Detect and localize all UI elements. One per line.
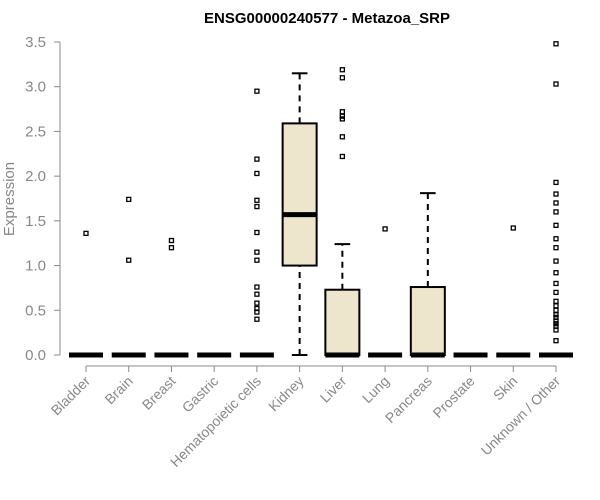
outlier-point bbox=[254, 309, 260, 315]
outlier-point bbox=[553, 209, 559, 215]
chart-title: ENSG00000240577 - Metazoa_SRP bbox=[204, 10, 450, 27]
y-axis-label: Expression bbox=[1, 162, 18, 236]
outlier-point bbox=[553, 258, 559, 264]
y-tick-label: 3.0 bbox=[25, 79, 46, 96]
box-hematopoietic-cells bbox=[239, 88, 274, 358]
outlier-point bbox=[339, 134, 346, 140]
box-liver bbox=[324, 67, 361, 358]
outlier-point bbox=[339, 109, 346, 115]
outlier-point bbox=[553, 41, 559, 47]
plot-area bbox=[69, 41, 573, 358]
box-unknown-other bbox=[539, 41, 573, 358]
outlier-point bbox=[339, 67, 346, 73]
outlier-point bbox=[254, 284, 260, 290]
y-axis: 0.0 0.5 1.0 1.5 2.0 2.5 3.0 3.5 bbox=[25, 34, 61, 364]
x-tick-label: Lung bbox=[359, 373, 392, 406]
outlier-point bbox=[254, 203, 260, 210]
outlier-point bbox=[254, 170, 260, 177]
outlier-point bbox=[553, 200, 559, 206]
y-tick-label: 1.5 bbox=[25, 213, 46, 230]
box-bladder bbox=[69, 230, 103, 358]
box-body bbox=[409, 286, 446, 356]
outlier-point bbox=[553, 321, 559, 327]
outlier-point bbox=[254, 197, 260, 203]
outlier-point bbox=[339, 75, 346, 81]
box-lung bbox=[368, 226, 403, 358]
x-tick-label: Breast bbox=[139, 373, 179, 413]
x-tick-label: Gastric bbox=[179, 373, 222, 416]
outlier-point bbox=[553, 222, 559, 228]
y-tick-label: 1.0 bbox=[25, 258, 46, 275]
y-tick-label: 0.5 bbox=[25, 302, 46, 319]
box-skin bbox=[496, 225, 531, 358]
box-body bbox=[324, 288, 361, 356]
outlier-point bbox=[553, 312, 559, 318]
outlier-point bbox=[553, 289, 559, 296]
outlier-point bbox=[168, 237, 175, 244]
y-tick-label: 2.0 bbox=[25, 168, 46, 185]
outlier-point bbox=[83, 230, 89, 237]
outlier-point bbox=[254, 257, 260, 263]
x-tick-label: Bladder bbox=[48, 373, 94, 419]
outlier-point bbox=[553, 191, 559, 197]
outlier-point bbox=[168, 245, 175, 251]
y-tick-label: 2.5 bbox=[25, 123, 46, 140]
outlier-point bbox=[254, 300, 260, 306]
x-tick-label: Liver bbox=[317, 373, 350, 406]
outlier-point bbox=[553, 307, 559, 313]
outlier-point bbox=[254, 249, 260, 255]
outlier-point bbox=[553, 318, 559, 324]
outlier-point bbox=[254, 88, 260, 94]
outlier-point bbox=[254, 291, 260, 297]
outlier-point bbox=[126, 257, 132, 263]
outlier-point bbox=[339, 153, 346, 160]
box-brain bbox=[111, 196, 146, 358]
outlier-point bbox=[553, 179, 559, 186]
outlier-point bbox=[553, 270, 559, 276]
outlier-point bbox=[553, 280, 559, 287]
y-tick-label: 0.0 bbox=[25, 347, 46, 364]
outlier-point bbox=[553, 303, 559, 309]
x-tick-label: Brain bbox=[101, 373, 135, 407]
outlier-point bbox=[254, 156, 260, 162]
outlier-point bbox=[339, 113, 346, 119]
outlier-point bbox=[553, 236, 559, 242]
outlier-point bbox=[126, 196, 132, 203]
outlier-point bbox=[553, 81, 559, 87]
x-tick-label: Unknown / Other bbox=[478, 373, 564, 459]
outlier-point bbox=[553, 298, 559, 304]
x-tick-label: Kidney bbox=[265, 373, 307, 415]
box-breast bbox=[154, 237, 189, 358]
outlier-point bbox=[553, 245, 559, 251]
outlier-point bbox=[339, 116, 346, 122]
outlier-point bbox=[382, 226, 388, 232]
x-tick-label: Skin bbox=[490, 373, 521, 404]
outlier-point bbox=[254, 316, 260, 322]
y-tick-label: 3.5 bbox=[25, 34, 46, 51]
box-body bbox=[281, 122, 318, 267]
box-kidney bbox=[281, 72, 318, 356]
outlier-point bbox=[553, 327, 559, 333]
outlier-point bbox=[510, 225, 516, 231]
x-tick-label: Prostate bbox=[429, 373, 477, 421]
outlier-point bbox=[254, 229, 260, 236]
outlier-point bbox=[553, 338, 559, 344]
box-pancreas bbox=[409, 192, 446, 358]
x-tick-label: Pancreas bbox=[382, 373, 435, 426]
